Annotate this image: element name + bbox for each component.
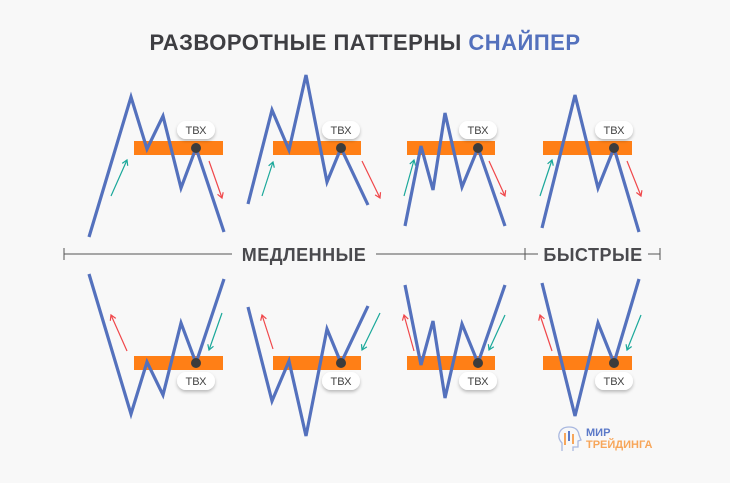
entry-label: ТВХ xyxy=(331,376,353,388)
entry-label-badge xyxy=(177,121,215,139)
logo-text-line1: МИР xyxy=(586,427,611,439)
entry-label: ТВХ xyxy=(186,376,208,388)
bullish-pattern-2: ТВХ xyxy=(246,305,381,437)
entry-dot xyxy=(609,143,619,153)
entry-label: ТВХ xyxy=(468,125,490,137)
entry-label-badge xyxy=(595,372,633,390)
entry-dot xyxy=(609,358,619,368)
entry-label-badge xyxy=(322,121,360,139)
entry-label-badge xyxy=(177,372,215,390)
bearish-pattern-3: ТВХ xyxy=(403,112,507,227)
price-line xyxy=(540,94,641,233)
entry-label-badge xyxy=(459,372,497,390)
up-arrow xyxy=(110,158,129,197)
bullish-pattern-3: ТВХ xyxy=(401,284,507,399)
entry-dot xyxy=(473,358,483,368)
up-arrow xyxy=(261,160,275,197)
entry-zone xyxy=(407,356,495,370)
entry-zone xyxy=(134,141,223,155)
price-line xyxy=(87,91,226,238)
entry-dot xyxy=(191,143,201,153)
up-arrow xyxy=(360,312,381,352)
logo: МИР ТРЕЙДИНГА xyxy=(556,425,652,453)
price-line xyxy=(540,278,641,417)
up-arrow xyxy=(207,312,223,352)
entry-label: ТВХ xyxy=(331,125,353,137)
down-arrow xyxy=(361,160,382,200)
entry-label: ТВХ xyxy=(604,376,626,388)
entry-dot xyxy=(191,358,201,368)
speed-axis: МЕДЛЕННЫЕ БЫСТРЫЕ xyxy=(63,240,661,268)
title-main: РАЗВОРОТНЫЕ ПАТТЕРНЫ xyxy=(149,30,462,55)
entry-label: ТВХ xyxy=(604,125,626,137)
entry-label: ТВХ xyxy=(468,376,490,388)
bullish-pattern-1: ТВХ xyxy=(87,273,226,420)
axis-label-fast: БЫСТРЫЕ xyxy=(543,245,642,265)
down-arrow xyxy=(109,313,128,352)
down-arrow xyxy=(488,160,507,198)
bearish-pattern-1: ТВХ xyxy=(87,91,226,238)
title-accent: СНАЙПЕР xyxy=(468,30,581,55)
up-arrow xyxy=(625,314,642,352)
axis-label-bg xyxy=(232,240,376,268)
bearish-pattern-2: ТВХ xyxy=(246,74,382,206)
down-arrow xyxy=(626,160,643,198)
bullish-pattern-4: ТВХ xyxy=(538,278,642,417)
entry-label-badge xyxy=(459,121,497,139)
logo-text-line2: ТРЕЙДИНГА xyxy=(586,439,653,451)
axis-label-bg xyxy=(538,240,648,268)
up-arrow xyxy=(487,314,506,352)
down-arrow xyxy=(260,313,274,350)
entry-zone xyxy=(134,356,223,370)
entry-zone xyxy=(407,141,495,155)
down-arrow xyxy=(401,313,415,352)
entry-dot xyxy=(336,358,346,368)
logo-head-icon xyxy=(558,426,582,451)
entry-dot xyxy=(473,143,483,153)
page-title: РАЗВОРОТНЫЕ ПАТТЕРНЫ СНАЙПЕР xyxy=(0,30,730,56)
up-arrow xyxy=(539,158,554,197)
entry-dot xyxy=(336,143,346,153)
entry-label-badge xyxy=(595,121,633,139)
up-arrow xyxy=(403,158,417,197)
price-line xyxy=(87,273,226,420)
entry-label: ТВХ xyxy=(186,125,208,137)
entry-label-badge xyxy=(322,372,360,390)
down-arrow xyxy=(208,160,224,200)
bearish-pattern-4: ТВХ xyxy=(539,94,643,233)
axis-label-slow: МЕДЛЕННЫЕ xyxy=(242,245,367,265)
down-arrow xyxy=(538,313,553,352)
